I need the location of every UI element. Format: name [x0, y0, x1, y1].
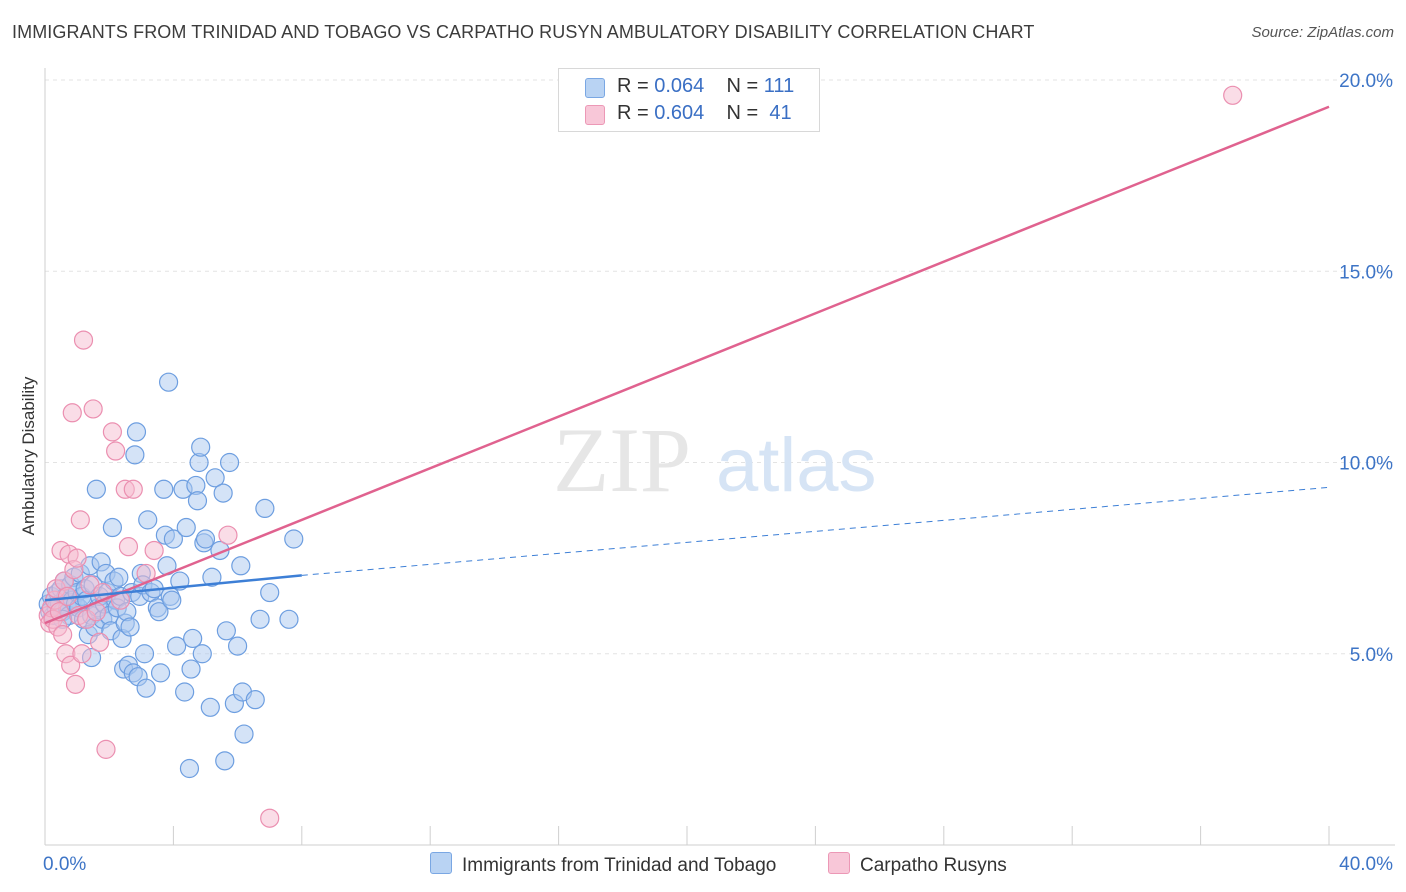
trend-line-carpatho [44, 105, 1330, 625]
y-tick-label: 20.0% [1339, 71, 1393, 92]
bottom-legend-label: Carpatho Rusyns [860, 855, 1007, 876]
point-carpatho [83, 399, 103, 419]
point-trinidad [231, 556, 251, 576]
bottom-legend-swatch-blue [430, 852, 452, 874]
point-trinidad [200, 697, 220, 717]
y-tick-label: 15.0% [1339, 262, 1393, 283]
point-trinidad [260, 582, 280, 603]
trend-line-trinidad-extension [301, 486, 1330, 576]
point-carpatho [73, 330, 94, 350]
point-trinidad [181, 659, 201, 679]
series-trinidad-points [38, 372, 304, 779]
point-trinidad [125, 445, 145, 465]
point-carpatho [1223, 85, 1243, 105]
y-tick-label: 5.0% [1350, 645, 1393, 666]
point-carpatho [218, 525, 238, 545]
point-trinidad [109, 567, 129, 587]
watermark-atlas: atlas [716, 423, 877, 508]
legend-r-value: 0.064 [654, 75, 705, 97]
point-trinidad [192, 644, 212, 664]
point-trinidad [219, 452, 240, 473]
point-trinidad [175, 682, 195, 702]
point-trinidad [228, 636, 248, 656]
point-carpatho [67, 548, 87, 568]
point-trinidad [279, 609, 299, 629]
point-trinidad [158, 372, 179, 392]
point-trinidad [102, 517, 123, 538]
point-trinidad [202, 567, 222, 587]
point-trinidad [150, 663, 171, 683]
axes [44, 68, 1395, 846]
legend-r-value: 0.604 [654, 102, 705, 124]
bottom-legend-carpatho: Carpatho Rusyns [828, 852, 1007, 877]
point-carpatho [53, 625, 73, 645]
point-trinidad [120, 617, 140, 637]
legend-r-label: R = [617, 102, 649, 124]
point-trinidad [163, 529, 183, 549]
point-carpatho [118, 537, 139, 557]
trend-line-trinidad [44, 574, 302, 602]
point-trinidad [191, 437, 211, 457]
point-trinidad [245, 690, 265, 710]
point-trinidad [183, 628, 203, 649]
legend-n-label: N = [726, 75, 759, 97]
legend-r-label: R = [617, 75, 649, 97]
chart-source: Source: ZipAtlas.com [1251, 24, 1394, 41]
bottom-legend-label: Immigrants from Trinidad and Tobago [462, 855, 777, 876]
point-trinidad [234, 724, 254, 744]
legend-swatch-blue [585, 78, 605, 98]
tick-labels: 5.0% 10.0% 15.0% 20.0% 0.0% 40.0% [43, 71, 1393, 875]
point-trinidad [205, 468, 225, 488]
point-trinidad [250, 609, 270, 629]
legend-n-value: 41 [769, 102, 792, 124]
point-trinidad [176, 517, 196, 538]
point-trinidad [187, 491, 208, 511]
legend-swatch-pink [585, 105, 605, 125]
x-tick-label: 40.0% [1339, 854, 1393, 875]
point-trinidad [213, 483, 233, 503]
point-carpatho [96, 739, 116, 759]
chart-title: IMMIGRANTS FROM TRINIDAD AND TOBAGO VS C… [12, 22, 1035, 42]
watermark-zip: ZIP [553, 409, 691, 511]
point-trinidad [126, 422, 147, 442]
point-trinidad [255, 498, 275, 518]
point-carpatho [89, 632, 110, 652]
point-carpatho [102, 422, 123, 442]
point-trinidad [167, 636, 187, 656]
point-carpatho [61, 655, 81, 675]
point-carpatho [65, 674, 86, 694]
point-carpatho [123, 479, 143, 499]
legend-n-label: N = [726, 102, 759, 124]
point-carpatho [72, 644, 92, 664]
point-trinidad [134, 644, 155, 664]
y-tick-label: 10.0% [1339, 454, 1393, 475]
point-trinidad [179, 758, 200, 779]
point-trinidad [154, 479, 174, 499]
point-trinidad [138, 510, 158, 530]
point-trinidad [136, 678, 156, 698]
point-trinidad [215, 751, 235, 771]
point-carpatho [106, 441, 126, 461]
trend-lines [44, 105, 1330, 625]
y-axis-label: Ambulatory Disability [19, 376, 38, 536]
point-carpatho [260, 808, 280, 828]
point-trinidad [216, 621, 236, 641]
x-tick-label: 0.0% [43, 854, 86, 875]
point-trinidad [195, 529, 216, 549]
point-trinidad [284, 529, 304, 549]
point-trinidad [149, 602, 169, 622]
watermark: ZIP atlas [553, 409, 877, 511]
point-trinidad [86, 479, 106, 499]
bottom-legend-trinidad: Immigrants from Trinidad and Tobago [430, 852, 776, 877]
point-carpatho [144, 540, 164, 561]
correlation-legend: R = 0.064 N = 111 R = 0.604 N = 41 [558, 68, 820, 132]
point-carpatho [62, 403, 82, 423]
point-carpatho [70, 510, 90, 530]
legend-n-value: 111 [763, 75, 795, 97]
point-trinidad [162, 590, 182, 610]
bottom-legend-swatch-pink [828, 852, 850, 874]
